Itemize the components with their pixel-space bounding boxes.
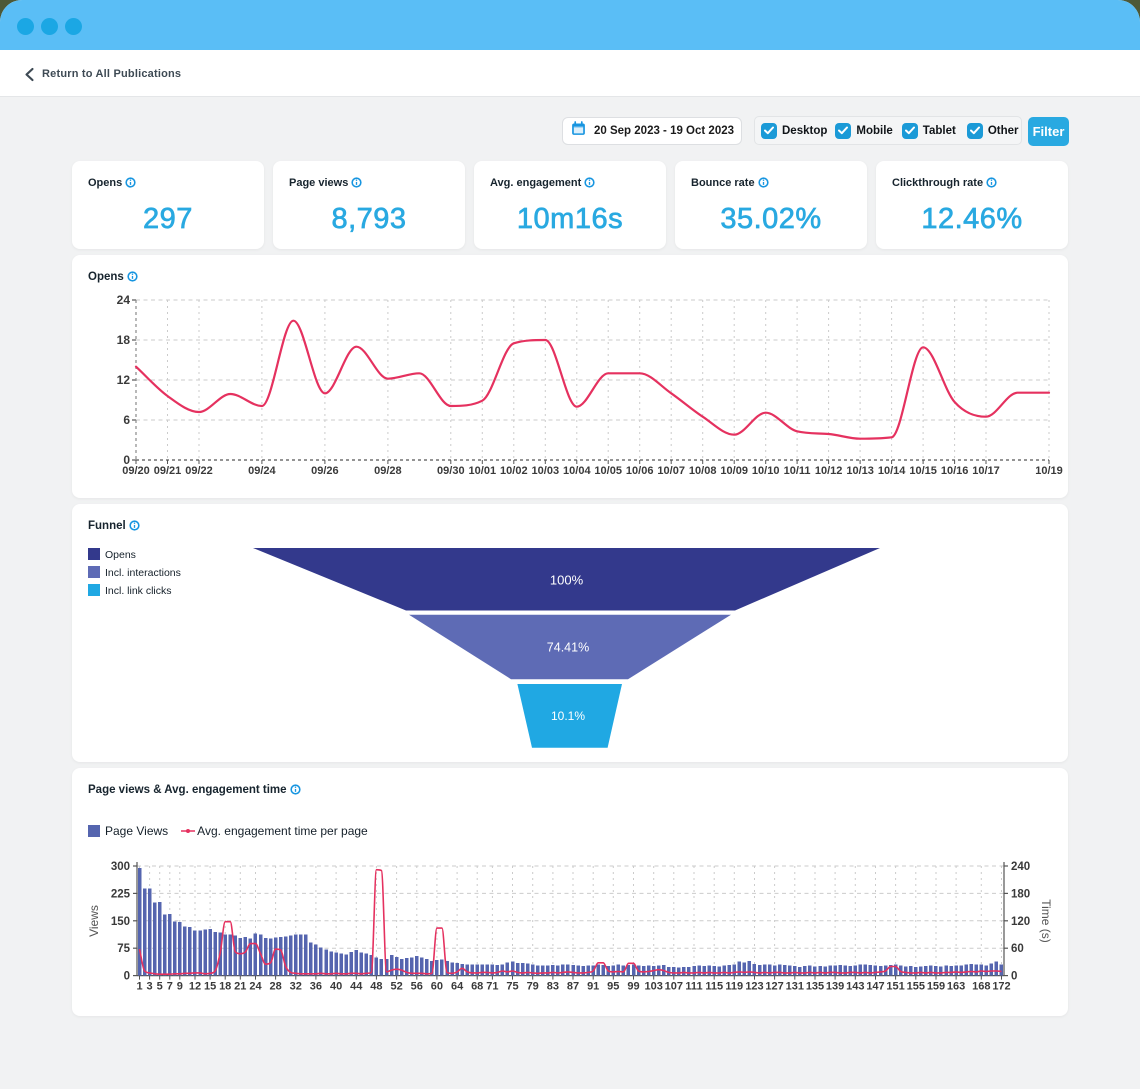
svg-text:95: 95: [607, 981, 619, 993]
svg-text:36: 36: [310, 981, 322, 993]
svg-text:115: 115: [705, 981, 723, 993]
svg-text:0: 0: [1011, 971, 1017, 983]
svg-text:10/01: 10/01: [469, 465, 497, 477]
svg-text:24: 24: [249, 981, 262, 993]
svg-text:1: 1: [136, 981, 142, 993]
svg-text:0: 0: [124, 971, 130, 983]
svg-text:60: 60: [1011, 943, 1024, 955]
svg-text:12: 12: [117, 373, 131, 387]
svg-text:24: 24: [117, 293, 131, 307]
svg-text:99: 99: [627, 981, 639, 993]
svg-text:150: 150: [111, 916, 130, 928]
svg-text:147: 147: [866, 981, 884, 993]
svg-text:159: 159: [927, 981, 945, 993]
svg-text:100%: 100%: [550, 573, 584, 588]
svg-text:120: 120: [1011, 916, 1030, 928]
svg-text:09/30: 09/30: [437, 465, 465, 477]
svg-text:10/10: 10/10: [752, 465, 780, 477]
svg-text:10/13: 10/13: [846, 465, 874, 477]
svg-text:44: 44: [350, 981, 363, 993]
svg-text:10/02: 10/02: [500, 465, 528, 477]
svg-text:225: 225: [111, 888, 131, 900]
svg-text:3: 3: [147, 981, 153, 993]
svg-text:10/09: 10/09: [720, 465, 748, 477]
svg-text:300: 300: [111, 861, 130, 873]
svg-text:10/05: 10/05: [594, 465, 622, 477]
svg-text:Time (s): Time (s): [1039, 899, 1053, 943]
svg-text:0: 0: [123, 453, 130, 467]
svg-text:40: 40: [330, 981, 342, 993]
svg-text:6: 6: [123, 413, 130, 427]
svg-text:10/19: 10/19: [1035, 465, 1063, 477]
svg-text:56: 56: [411, 981, 423, 993]
svg-text:75: 75: [117, 943, 130, 955]
svg-text:71: 71: [486, 981, 498, 993]
svg-text:107: 107: [665, 981, 683, 993]
svg-text:143: 143: [846, 981, 864, 993]
svg-text:123: 123: [745, 981, 763, 993]
svg-text:10.1%: 10.1%: [551, 709, 585, 723]
svg-text:10/11: 10/11: [784, 465, 811, 477]
svg-text:32: 32: [290, 981, 302, 993]
svg-text:163: 163: [947, 981, 965, 993]
svg-text:119: 119: [725, 981, 743, 993]
svg-text:10/17: 10/17: [972, 465, 1000, 477]
svg-text:52: 52: [390, 981, 402, 993]
svg-text:64: 64: [451, 981, 464, 993]
svg-text:12: 12: [189, 981, 201, 993]
svg-text:155: 155: [907, 981, 925, 993]
svg-text:75: 75: [506, 981, 518, 993]
svg-text:74.41%: 74.41%: [547, 641, 589, 655]
svg-text:18: 18: [219, 981, 231, 993]
svg-text:48: 48: [370, 981, 382, 993]
svg-text:87: 87: [567, 981, 579, 993]
svg-text:10/06: 10/06: [626, 465, 654, 477]
svg-text:28: 28: [269, 981, 281, 993]
svg-text:131: 131: [786, 981, 804, 993]
svg-text:10/03: 10/03: [532, 465, 560, 477]
svg-text:111: 111: [685, 981, 702, 993]
svg-text:168: 168: [972, 981, 990, 993]
svg-text:09/20: 09/20: [122, 465, 150, 477]
svg-text:135: 135: [806, 981, 824, 993]
svg-text:09/21: 09/21: [154, 465, 182, 477]
svg-text:10/12: 10/12: [815, 465, 843, 477]
svg-text:60: 60: [431, 981, 443, 993]
svg-text:09/28: 09/28: [374, 465, 402, 477]
svg-text:139: 139: [826, 981, 844, 993]
svg-text:240: 240: [1011, 861, 1030, 873]
svg-text:172: 172: [992, 981, 1010, 993]
svg-text:21: 21: [234, 981, 246, 993]
svg-text:180: 180: [1011, 888, 1030, 900]
svg-text:10/16: 10/16: [941, 465, 969, 477]
svg-text:09/26: 09/26: [311, 465, 339, 477]
svg-text:103: 103: [645, 981, 663, 993]
svg-text:83: 83: [547, 981, 559, 993]
svg-text:18: 18: [117, 333, 131, 347]
svg-text:79: 79: [527, 981, 539, 993]
svg-text:09/22: 09/22: [185, 465, 213, 477]
svg-text:7: 7: [167, 981, 173, 993]
svg-text:151: 151: [886, 981, 904, 993]
svg-text:10/08: 10/08: [689, 465, 717, 477]
svg-text:5: 5: [157, 981, 163, 993]
svg-text:10/15: 10/15: [909, 465, 937, 477]
svg-text:10/07: 10/07: [657, 465, 685, 477]
svg-text:15: 15: [204, 981, 216, 993]
svg-text:91: 91: [587, 981, 599, 993]
svg-text:Views: Views: [87, 905, 101, 937]
svg-text:9: 9: [177, 981, 183, 993]
svg-text:10/14: 10/14: [878, 465, 906, 477]
svg-text:68: 68: [471, 981, 483, 993]
svg-text:10/04: 10/04: [563, 465, 591, 477]
svg-text:09/24: 09/24: [248, 465, 276, 477]
svg-text:127: 127: [765, 981, 783, 993]
